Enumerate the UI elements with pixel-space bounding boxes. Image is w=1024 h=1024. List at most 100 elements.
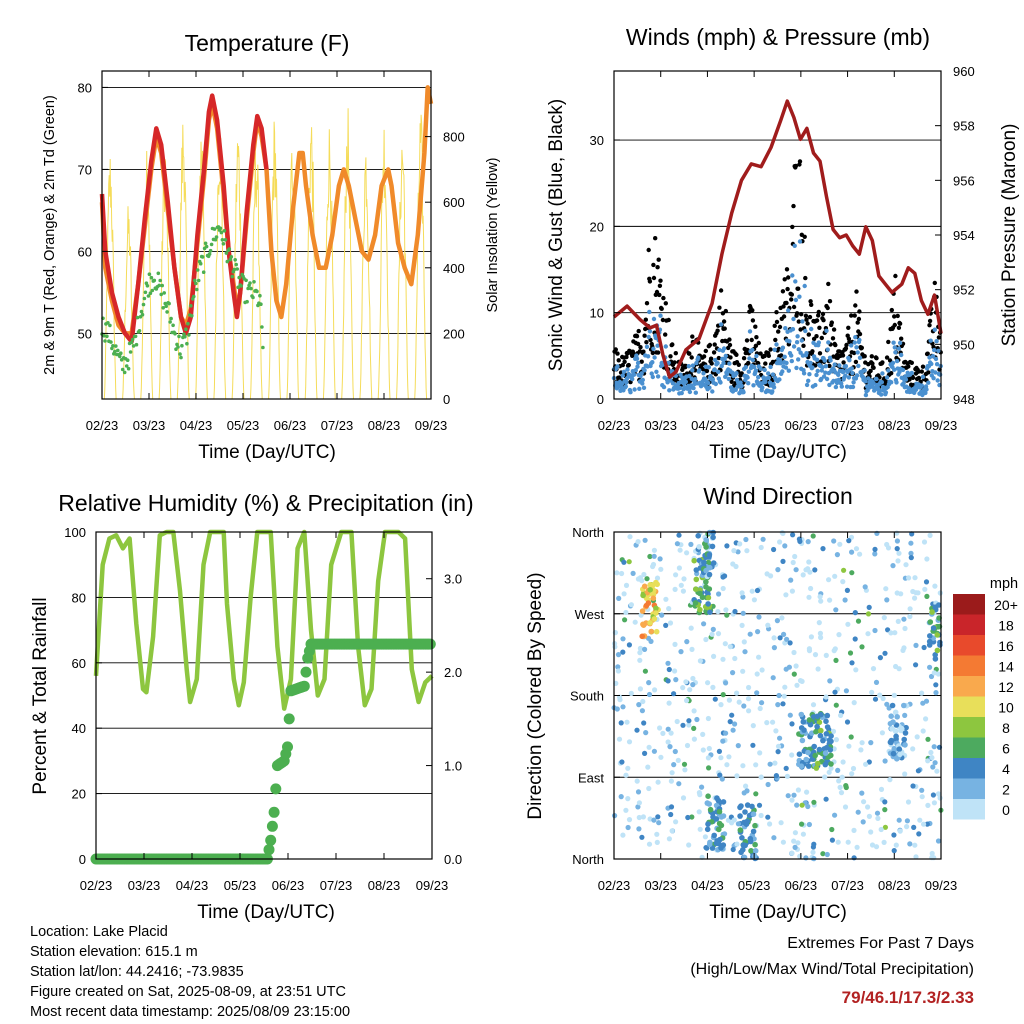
direction-point [795,840,801,846]
gust-point [708,356,714,361]
gust-point [626,362,631,368]
direction-point [853,667,859,673]
dewpoint-point [248,281,252,285]
dewpoint-point [158,278,162,283]
gust-point [919,369,924,374]
gust-point [754,335,759,340]
direction-point [757,705,763,712]
direction-point [789,721,795,727]
dewpoint-point [171,323,175,328]
direction-point [651,616,658,622]
direction-point [756,654,762,660]
direction-point [805,803,811,810]
temperature-ytick-label: 50 [78,326,92,341]
dewpoint-point [164,304,168,309]
dewpoint-point [128,350,133,354]
gust-point [642,333,647,338]
direction-point [882,650,888,656]
gust-point [899,336,904,341]
dewpoint-point [249,286,253,291]
direction-point [812,652,819,658]
direction-point [818,634,824,641]
direction-point [749,588,755,594]
wind-point [746,369,751,374]
direction-point [715,631,722,637]
gust-point [715,328,720,333]
direction-point [672,641,678,648]
wind-point [920,374,926,380]
gust-point [874,356,879,361]
wind-point [839,384,844,389]
temperature-xtick-label: 09/23 [415,418,448,433]
direction-point [846,743,852,749]
direction-point [658,754,664,760]
wind-point [823,364,829,369]
direction-point [924,821,930,827]
direction-point [884,701,890,707]
direction-xtick-label: 03/23 [644,878,677,893]
colorbar-swatch [953,696,985,717]
direction-point [674,541,681,547]
wind-point [849,366,854,371]
direction-point [881,615,887,621]
dewpoint-point [157,283,161,288]
wind-point [937,372,943,377]
dewpoint-point [137,329,142,333]
direction-point [808,585,814,592]
gust-point [799,312,804,317]
direction-point [836,778,842,784]
dewpoint-point [212,227,217,231]
direction-point [808,634,815,640]
direction-point [803,756,809,763]
gust-point [711,350,717,355]
direction-point [888,630,894,636]
direction-point [773,773,780,779]
direction-point [838,790,845,796]
direction-point [683,679,689,685]
direction-point [929,850,935,857]
wind-point [651,316,657,322]
direction-point [829,826,835,833]
direction-point [636,800,643,806]
direction-point [774,618,781,624]
wind-point [854,345,859,350]
direction-point [798,711,805,718]
direction-point [900,647,906,654]
direction-point [771,835,777,841]
direction-point [697,606,703,613]
precip-point [424,638,436,650]
dewpoint-point [223,238,228,242]
temperature-ytick-label: 80 [78,80,92,95]
wind-point [884,375,890,380]
direction-point [653,610,659,616]
direction-point [703,636,709,643]
direction-point [707,609,713,615]
wind-point [862,368,867,373]
direction-point [881,839,887,846]
wind-point [824,376,830,382]
direction-point [931,800,938,806]
direction-point [678,649,684,655]
direction-point [932,604,939,610]
dewpoint-point [230,274,235,279]
direction-point [620,832,626,838]
wind-point [655,374,661,379]
gust-point [660,317,666,323]
direction-point [684,697,690,704]
gust-point [853,359,859,365]
gust-point [789,297,794,302]
wind-point [747,329,753,334]
colorbar-label: 18 [998,618,1014,634]
direction-point [742,649,748,655]
direction-point [866,813,873,820]
direction-point [693,586,699,592]
direction-point [680,722,686,728]
direction-point [820,737,826,744]
direction-point [872,627,878,634]
direction-point [811,799,817,805]
direction-point [829,837,836,843]
dewpoint-point [160,283,164,288]
wind-point [690,368,695,373]
gust-point [932,280,937,286]
dewpoint-point [245,299,249,304]
